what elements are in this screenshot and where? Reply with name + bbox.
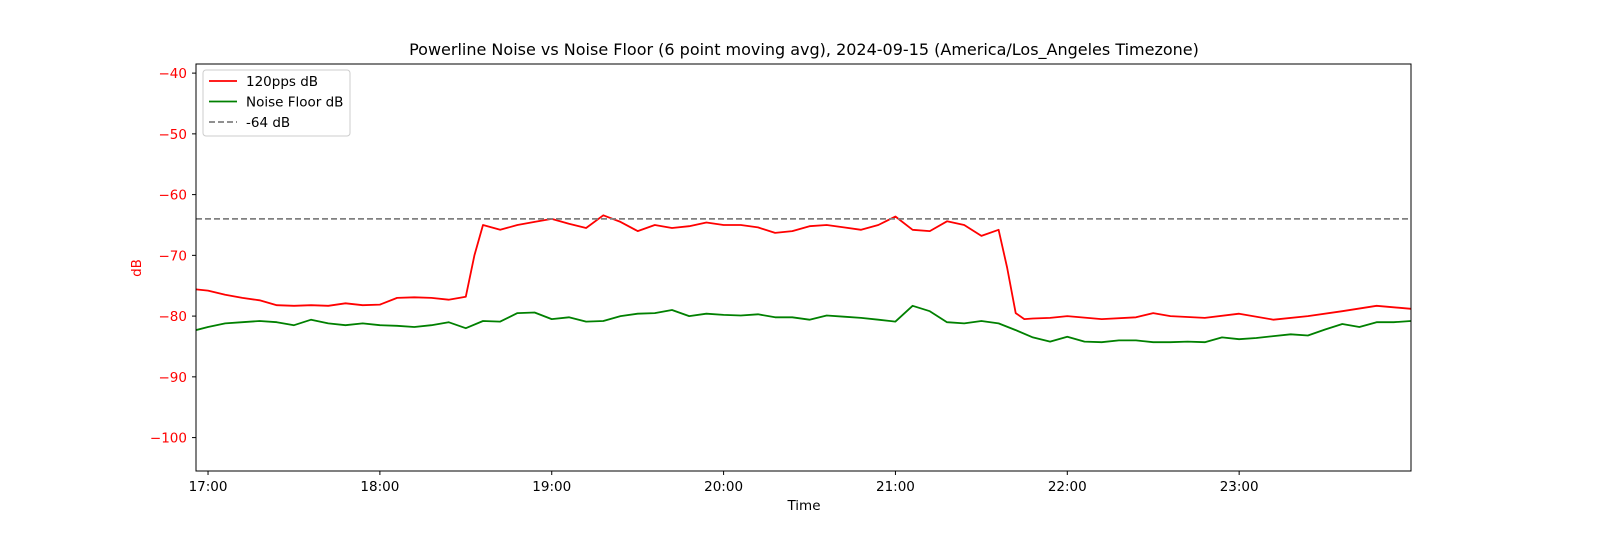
x-axis-label: Time [786,498,820,514]
y-axis-label: dB [129,259,145,277]
x-tick-label: 20:00 [704,479,743,495]
x-tick-label: 17:00 [189,479,228,495]
legend-entry-label: 120pps dB [246,74,318,90]
legend-entry-label: -64 dB [246,115,290,131]
x-axis: 17:00 18:00 19:00 20:00 21:00 22:00 23:00 [189,471,1259,495]
legend-box [202,69,351,137]
x-tick-label: 18:00 [360,479,399,495]
y-tick-label: −60 [159,188,188,204]
y-tick-label: −50 [159,127,188,143]
legend: 120pps dB Noise Floor dB -64 dB [202,69,351,137]
y-tick-label: −70 [159,248,188,264]
x-tick-label: 19:00 [532,479,571,495]
series-line-2 [196,304,1411,344]
x-tick-label: 23:00 [1220,479,1259,495]
y-tick-label: −90 [159,370,188,386]
plot-frame [195,63,1412,472]
y-tick-label: −40 [159,66,188,82]
y-tick-label: −100 [150,431,187,447]
y-tick-label: −80 [159,309,188,325]
legend-entry-label: Noise Floor dB [246,95,343,111]
chart-title: Powerline Noise vs Noise Floor (6 point … [409,40,1199,60]
plot-area [196,214,1411,344]
x-tick-label: 21:00 [876,479,915,495]
x-tick-label: 22:00 [1048,479,1087,495]
y-axis: −40 −50 −60 −70 −80 −90 −100 [150,66,196,447]
series-line-1 [196,214,1411,321]
